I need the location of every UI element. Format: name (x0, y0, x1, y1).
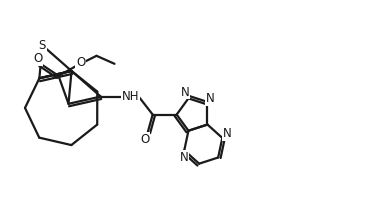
Text: N: N (181, 86, 190, 99)
Text: O: O (76, 56, 85, 69)
Text: S: S (39, 39, 46, 52)
Text: N: N (180, 151, 189, 164)
Text: O: O (33, 52, 42, 65)
Text: N: N (223, 127, 232, 140)
Text: NH: NH (122, 90, 139, 103)
Text: O: O (140, 133, 149, 146)
Text: N: N (206, 92, 215, 105)
